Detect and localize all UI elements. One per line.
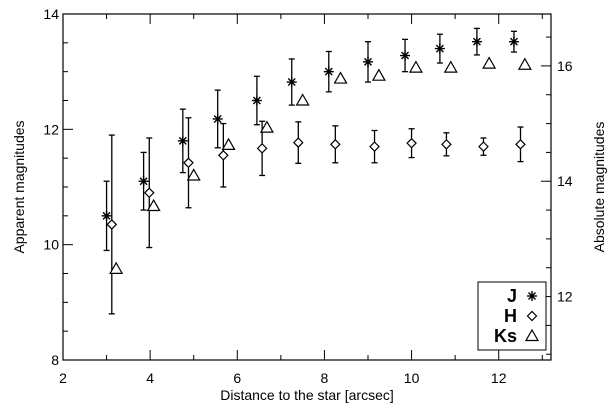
x-tick-label: 8 xyxy=(321,370,329,386)
data-point-h xyxy=(329,138,341,150)
data-point-j xyxy=(323,66,334,77)
data-point-ks xyxy=(371,68,386,81)
x-tick-label: 6 xyxy=(233,370,241,386)
legend-label-ks: Ks xyxy=(494,326,517,346)
data-point-j xyxy=(471,36,482,47)
data-point-h xyxy=(106,219,118,230)
data-point-j xyxy=(177,135,188,146)
data-point-ks xyxy=(517,57,532,70)
data-point-h xyxy=(143,187,155,199)
legend-marker-h xyxy=(526,310,538,322)
y2-tick-label: 12 xyxy=(557,289,573,305)
data-point-h xyxy=(183,157,194,169)
data-markers xyxy=(101,36,532,274)
data-point-j xyxy=(286,77,297,88)
data-point-h xyxy=(406,137,417,149)
legend-marker-ks xyxy=(524,328,540,342)
y2-axis-title: Absolute magnitudes xyxy=(591,122,607,253)
data-point-h xyxy=(478,141,489,152)
x-axis-title: Distance to the star [arcsec] xyxy=(220,387,394,403)
data-point-h xyxy=(515,138,526,150)
data-point-j xyxy=(251,95,262,106)
data-point-ks xyxy=(109,261,124,274)
legend-label-h: H xyxy=(504,306,517,326)
data-point-j xyxy=(212,113,223,124)
data-point-ks xyxy=(408,60,423,73)
y2-tick-label: 16 xyxy=(557,58,573,74)
data-point-j xyxy=(101,210,112,221)
x-tick-label: 2 xyxy=(59,370,67,386)
data-point-h xyxy=(292,137,304,148)
data-point-ks xyxy=(443,60,458,73)
legend: J H Ks xyxy=(477,281,547,351)
data-point-j xyxy=(363,56,373,67)
data-point-ks xyxy=(333,71,348,84)
y2-tick-label: 14 xyxy=(557,173,573,189)
data-point-h xyxy=(369,141,380,152)
data-point-ks xyxy=(221,137,236,151)
legend-markers xyxy=(524,291,540,342)
data-point-j xyxy=(138,176,149,187)
legend-label-j: J xyxy=(507,286,517,306)
data-point-j xyxy=(400,50,411,61)
x-tick-label: 12 xyxy=(491,370,507,386)
data-point-ks xyxy=(259,120,274,133)
x-tick-label: 4 xyxy=(146,370,154,386)
x-tick-label: 10 xyxy=(404,370,420,386)
data-point-ks xyxy=(482,56,497,69)
tick-labels: 2 4 6 8 10 12 8 10 12 14 12 14 16 xyxy=(43,6,572,386)
axis-ticks xyxy=(62,13,551,361)
y-axis-title: Apparent magnitudes xyxy=(11,120,27,253)
data-point-h xyxy=(441,138,452,150)
data-point-ks xyxy=(146,198,161,212)
data-point-h xyxy=(256,143,268,154)
y-tick-label: 8 xyxy=(51,352,59,368)
y-tick-label: 14 xyxy=(43,6,59,22)
y-tick-label: 10 xyxy=(43,237,59,253)
data-point-ks xyxy=(295,93,310,106)
data-point-ks xyxy=(186,168,201,181)
error-bars xyxy=(103,27,524,315)
data-point-j xyxy=(508,36,519,47)
y-tick-label: 12 xyxy=(43,121,59,137)
data-point-h xyxy=(217,149,229,161)
legend-marker-j xyxy=(527,291,537,301)
data-point-j xyxy=(434,43,445,54)
